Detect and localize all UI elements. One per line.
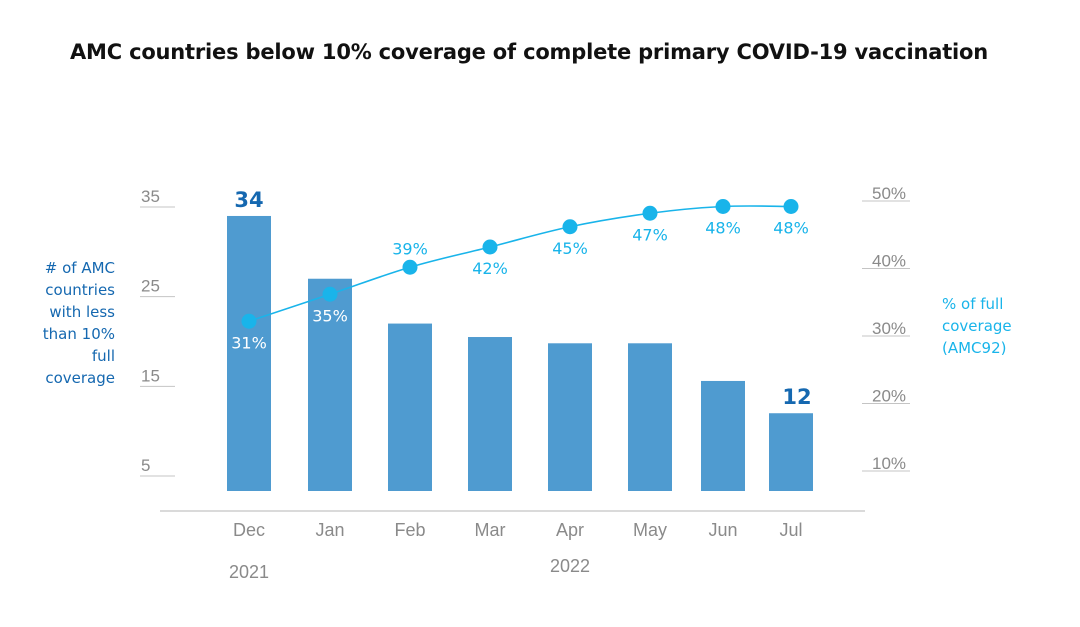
- bar: [468, 337, 512, 491]
- line-point-label: 47%: [632, 225, 668, 244]
- line-point-label: 42%: [472, 259, 508, 278]
- left-axis-label-line: with less: [49, 303, 115, 321]
- bar-value-label: 12: [782, 385, 811, 409]
- right-axis-label: % of full coverage (AMC92): [942, 293, 1052, 359]
- x-axis-labels: Dec Jan Feb Mar Apr May Jun Jul: [233, 520, 803, 540]
- left-axis-label-line: full: [91, 347, 115, 365]
- bar: [227, 215, 271, 491]
- bar: [548, 343, 592, 491]
- left-axis-label-line: than 10%: [42, 325, 115, 343]
- bar: [308, 278, 352, 491]
- left-axis-label-line: countries: [45, 281, 115, 299]
- left-axis-ticks: 35 25 15 5: [140, 187, 175, 477]
- right-axis-label-line: coverage: [942, 317, 1012, 335]
- chart-title: AMC countries below 10% coverage of comp…: [70, 40, 989, 64]
- bar: [701, 380, 745, 491]
- left-axis-label: # of AMC countries with less than 10% fu…: [14, 257, 115, 389]
- line-point: [322, 286, 338, 302]
- x-tick-label: Feb: [394, 520, 425, 540]
- x-tick-label: Apr: [556, 520, 584, 540]
- left-tick-label: 15: [141, 366, 160, 385]
- x-tick-label: Jul: [779, 520, 802, 540]
- right-tick-label: 10%: [872, 454, 906, 473]
- right-axis-label-line: (AMC92): [942, 339, 1007, 357]
- line-point: [482, 239, 498, 255]
- line-point: [783, 199, 799, 214]
- x-tick-label: Mar: [475, 520, 506, 540]
- line-point-label: 31%: [231, 333, 267, 352]
- left-tick-label: 35: [141, 187, 160, 206]
- year-label: 2021: [229, 562, 269, 582]
- left-tick-label: 5: [141, 456, 150, 475]
- x-tick-label: Dec: [233, 520, 265, 540]
- line-point-label: 35%: [312, 306, 348, 325]
- line-point-label: 48%: [705, 219, 741, 238]
- line-point-label: 39%: [392, 239, 428, 258]
- bar-value-label: 34: [234, 188, 263, 212]
- right-axis-ticks: 50% 40% 30% 20% 10%: [862, 184, 910, 473]
- x-tick-label: Jun: [708, 520, 737, 540]
- line-point: [642, 205, 658, 221]
- right-tick-label: 20%: [872, 387, 906, 406]
- x-tick-label: Jan: [315, 520, 344, 540]
- year-label: 2022: [550, 556, 590, 576]
- line-point: [562, 219, 578, 235]
- year-labels: 2021 2022: [229, 556, 590, 582]
- line-series: 31% 35% 39% 42% 45% 47% 48% 48%: [231, 199, 809, 352]
- left-axis-label-line: coverage: [45, 369, 115, 387]
- bar: [388, 323, 432, 491]
- right-tick-label: 50%: [872, 184, 906, 203]
- bar: [769, 413, 813, 491]
- bar-series: 34 12: [227, 188, 813, 491]
- right-tick-label: 40%: [872, 252, 906, 271]
- line-point-label: 45%: [552, 239, 588, 258]
- right-axis-label-line: % of full: [942, 295, 1004, 313]
- line-point-label: 48%: [773, 219, 809, 238]
- x-tick-label: May: [633, 520, 667, 540]
- left-axis-label-line: # of AMC: [44, 259, 115, 277]
- line-point: [402, 259, 418, 275]
- line-point: [241, 313, 257, 329]
- line-point: [715, 199, 731, 214]
- right-tick-label: 30%: [872, 319, 906, 338]
- bar: [628, 343, 672, 491]
- left-tick-label: 25: [141, 277, 160, 296]
